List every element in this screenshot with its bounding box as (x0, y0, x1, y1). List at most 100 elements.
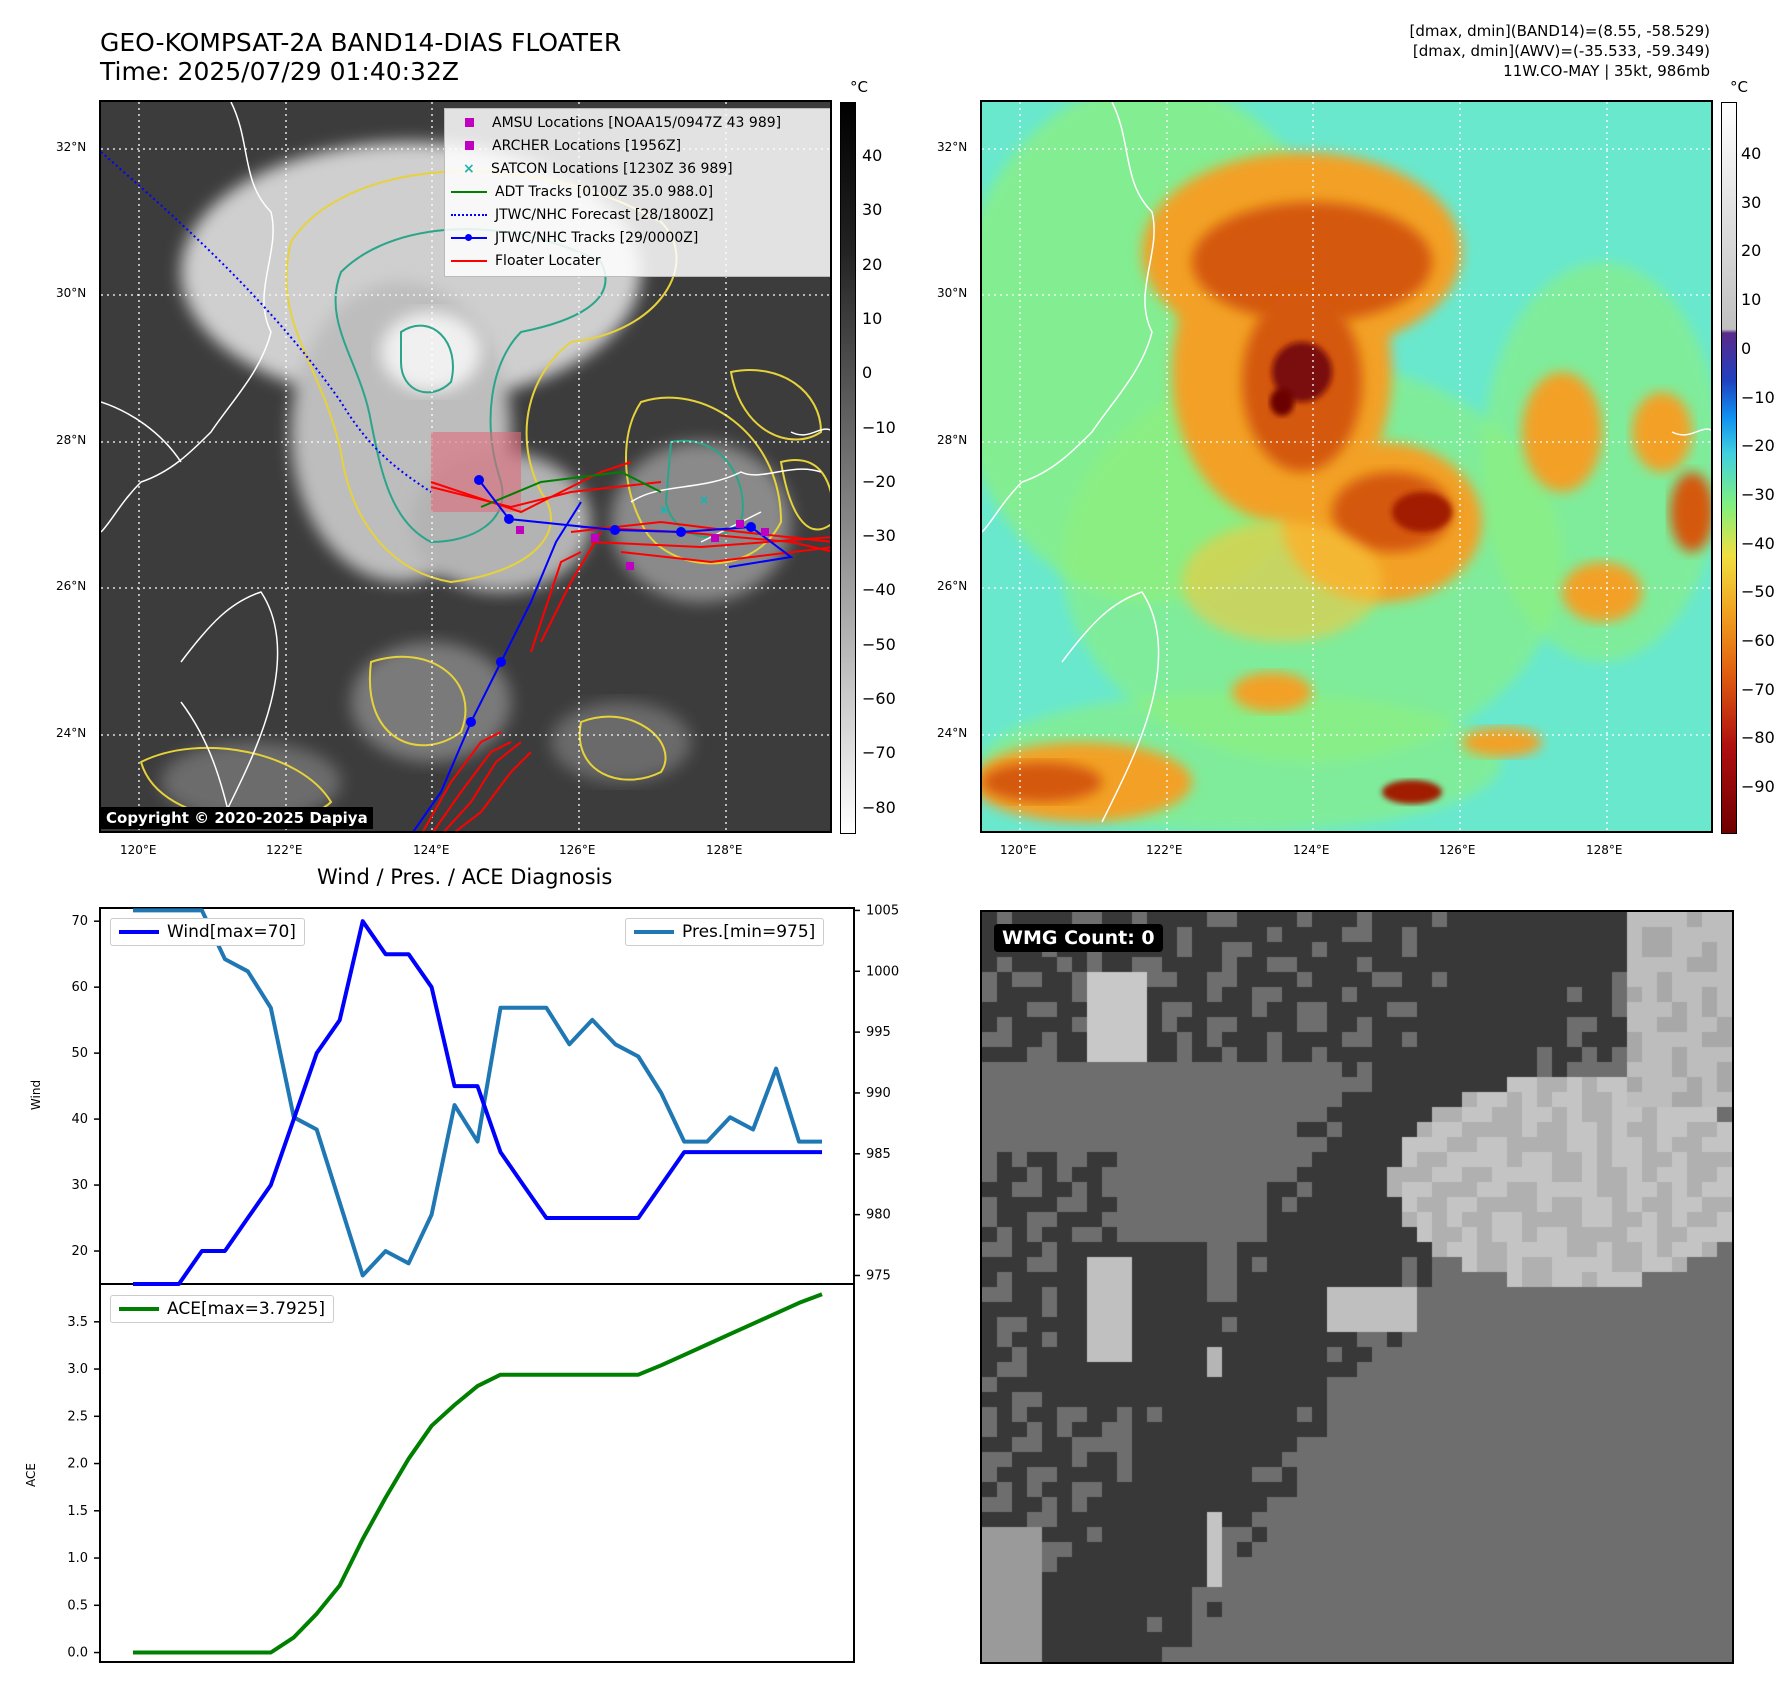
color-lat-label-30: 30°N (937, 286, 968, 300)
amsu-marker-icon (465, 118, 474, 127)
color-colorbar (1721, 102, 1737, 834)
color-colorbar-tick-10: −60 (1741, 631, 1775, 650)
legend-tracks: JTWC/NHC Tracks [29/0000Z] (451, 227, 830, 250)
color-lat-label-28: 28°N (937, 433, 968, 447)
ace-axis-label: ACE (24, 1463, 38, 1487)
ir-map-panel: AMSU Locations [NOAA15/0947Z 43 989] ARC… (99, 100, 832, 833)
legend-satcon: × SATCON Locations [1230Z 36 989] (451, 158, 830, 181)
legend-adt: ADT Tracks [0100Z 35.0 988.0] (451, 181, 830, 204)
ace-tick-label-7: 3.5 (67, 1315, 88, 1330)
forecast-dotted-line-icon (451, 214, 487, 216)
wind-tick-label-4: 60 (71, 980, 88, 995)
ir-lat-label-24: 24°N (56, 726, 87, 740)
ir-colorbar-tick-2: 20 (862, 254, 883, 274)
info-line-2: [dmax, dmin](AWV)=(-35.533, -59.349) (1412, 42, 1710, 60)
pressure-tick-label-5: 1000 (866, 964, 899, 979)
wind-series-line (133, 919, 822, 1286)
ir-lat-label-30: 30°N (56, 286, 87, 300)
legend-archer: ARCHER Locations [1956Z] (451, 135, 830, 158)
wind-legend-swatch-icon (119, 930, 159, 934)
wmg-panel: WMG Count: 0 (980, 910, 1734, 1664)
wind-pressure-axes-frame (99, 907, 855, 1285)
ir-lat-label-32: 32°N (56, 140, 87, 154)
pressure-tick-label-4: 995 (866, 1025, 891, 1040)
ir-lat-label-28: 28°N (56, 433, 87, 447)
copyright-label: Copyright © 2020-2025 Dapiya (101, 807, 373, 829)
pressure-tick-label-2: 985 (866, 1147, 891, 1162)
color-colorbar-tick-2: 20 (1741, 241, 1762, 261)
color-lon-label-120: 120°E (1000, 843, 1037, 857)
color-colorbar-tick-6: −20 (1741, 436, 1775, 456)
pressure-tick-label-3: 990 (866, 1086, 891, 1101)
ir-colorbar-tick-9: −50 (862, 634, 896, 654)
color-colorbar-tick-1: 30 (1741, 192, 1762, 212)
diag-title: Wind / Pres. / ACE Diagnosis (317, 865, 613, 889)
ace-tick-label-4: 2.0 (67, 1457, 88, 1472)
ir-colorbar-tick-4: 0 (862, 363, 873, 383)
wind-axis-label: Wind (29, 1080, 43, 1110)
ace-tick-label-1: 0.5 (67, 1598, 88, 1613)
color-colorbar-tick-4: 0 (1741, 338, 1752, 358)
wmg-count-badge: WMG Count: 0 (994, 924, 1163, 952)
color-lon-label-124: 124°E (1293, 843, 1330, 857)
wind-tick-label-2: 40 (71, 1112, 88, 1127)
ir-colorbar-unit: °C (850, 78, 868, 96)
ir-colorbar-tick-7: −30 (862, 526, 896, 546)
wind-tick-label-3: 50 (71, 1046, 88, 1061)
color-lon-label-122: 122°E (1146, 843, 1183, 857)
pressure-series-line (133, 908, 822, 1278)
satcon-marker-icon: × (463, 161, 475, 177)
ace-legend: ACE[max=3.7925] (110, 1295, 334, 1323)
wind-tick-label-1: 30 (71, 1178, 88, 1193)
floater-line-icon (451, 260, 487, 262)
tracks-line-icon (451, 234, 487, 241)
legend-amsu: AMSU Locations [NOAA15/0947Z 43 989] (451, 112, 830, 135)
color-lat-label-32: 32°N (937, 140, 968, 154)
color-colorbar-tick-3: 10 (1741, 290, 1762, 310)
ace-tick-label-2: 1.0 (67, 1551, 88, 1566)
ir-lon-label-120: 120°E (120, 843, 157, 857)
pressure-legend-swatch-icon (634, 930, 674, 934)
ir-colorbar-tick-12: −80 (862, 797, 896, 817)
legend-forecast: JTWC/NHC Forecast [28/1800Z] (451, 204, 830, 227)
ir-lon-label-128: 128°E (706, 843, 743, 857)
pressure-tick-label-1: 980 (866, 1208, 891, 1223)
wind-tick-label-5: 70 (71, 914, 88, 929)
color-colorbar-tick-8: −40 (1741, 533, 1775, 553)
color-lon-label-128: 128°E (1586, 843, 1623, 857)
ace-tick-label-0: 0.0 (67, 1646, 88, 1661)
ace-tick-label-3: 1.5 (67, 1504, 88, 1519)
color-colorbar-tick-0: 40 (1741, 144, 1762, 163)
ir-colorbar-tick-3: 10 (862, 308, 883, 328)
ace-tick-label-5: 2.5 (67, 1409, 88, 1424)
ir-lat-label-26: 26°N (56, 579, 87, 593)
ir-lon-label-122: 122°E (266, 843, 303, 857)
title-line-2: Time: 2025/07/29 01:40:32Z (100, 57, 459, 86)
ir-colorbar-tick-5: −10 (862, 417, 896, 437)
color-colorbar-tick-11: −70 (1741, 679, 1775, 699)
ir-colorbar-tick-1: 30 (862, 200, 883, 220)
info-line-3: 11W.CO-MAY | 35kt, 986mb (1503, 62, 1710, 80)
ir-colorbar-tick-10: −60 (862, 689, 896, 708)
ir-colorbar-tick-11: −70 (862, 743, 896, 763)
info-line-1: [dmax, dmin](BAND14)=(8.55, -58.529) (1409, 22, 1710, 40)
color-colorbar-tick-5: −10 (1741, 387, 1775, 407)
ace-series-line (133, 1292, 823, 1655)
ace-legend-swatch-icon (119, 1307, 159, 1311)
wmg-image (982, 912, 1732, 1662)
ir-colorbar-tick-6: −20 (862, 471, 896, 491)
diagnosis-chart: 20 30 40 50 60 70 975 980 985 990 995 1000 1005 0.0 0.… (24, 903, 899, 1663)
color-colorbar-unit: °C (1730, 78, 1748, 96)
color-ir-map-image (982, 102, 1711, 831)
color-lat-label-26: 26°N (937, 579, 968, 593)
archer-marker-icon (465, 141, 474, 150)
ir-lon-label-124: 124°E (413, 843, 450, 857)
pressure-legend: Pres.[min=975] (625, 918, 825, 946)
legend-floater: Floater Locater (451, 250, 830, 273)
color-colorbar-tick-12: −80 (1741, 728, 1775, 748)
ace-axes-frame (99, 1283, 855, 1663)
adt-line-icon (451, 191, 487, 193)
pressure-tick-label-0: 975 (866, 1268, 891, 1283)
wind-legend: Wind[max=70] (110, 918, 305, 946)
pressure-tick-label-6: 1005 (866, 903, 899, 918)
